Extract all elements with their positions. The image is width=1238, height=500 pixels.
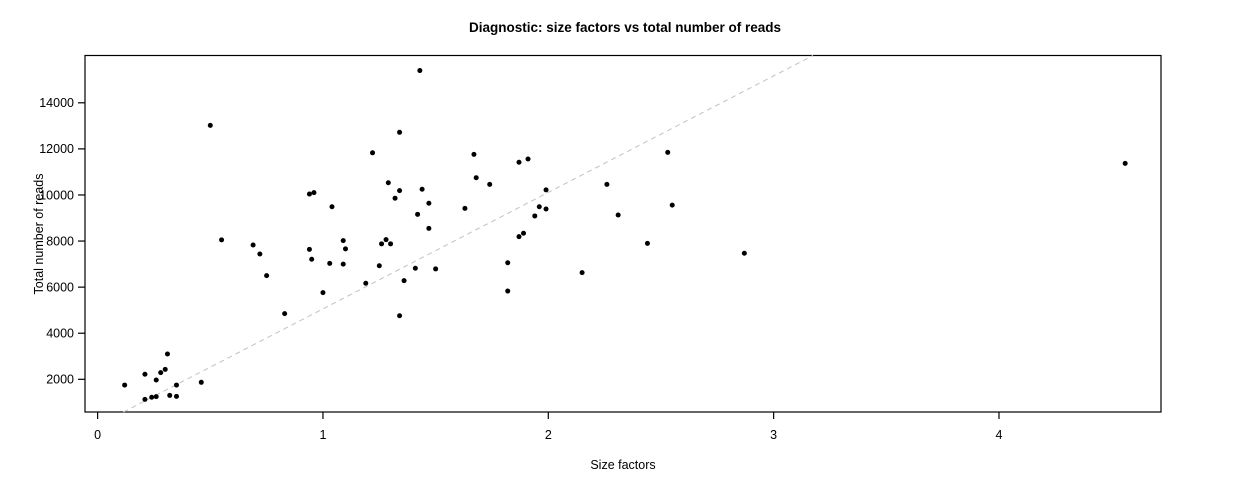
data-point bbox=[207, 122, 213, 128]
x-tick-label: 4 bbox=[996, 428, 1003, 442]
data-point bbox=[525, 156, 531, 162]
data-point bbox=[543, 206, 549, 212]
data-point bbox=[340, 261, 346, 267]
data-point bbox=[536, 204, 542, 210]
data-point bbox=[376, 263, 382, 269]
y-tick-label: 6000 bbox=[46, 280, 74, 294]
data-point bbox=[433, 266, 439, 272]
data-point bbox=[340, 238, 346, 244]
data-point bbox=[327, 260, 333, 266]
x-tick-label: 1 bbox=[319, 428, 326, 442]
data-point bbox=[462, 205, 468, 211]
data-point bbox=[385, 180, 391, 186]
data-point bbox=[505, 288, 511, 294]
data-point bbox=[162, 366, 168, 372]
y-tick-label: 10000 bbox=[39, 188, 74, 202]
data-point bbox=[415, 211, 421, 217]
data-point bbox=[1122, 160, 1128, 166]
data-point bbox=[521, 230, 527, 236]
data-point bbox=[579, 270, 585, 276]
data-point bbox=[426, 225, 432, 231]
data-point bbox=[363, 280, 369, 286]
data-point bbox=[419, 186, 425, 192]
data-point bbox=[417, 68, 423, 74]
data-point bbox=[516, 159, 522, 165]
data-point bbox=[397, 188, 403, 194]
data-point bbox=[142, 396, 148, 402]
data-point bbox=[516, 234, 522, 240]
data-point bbox=[379, 241, 385, 247]
data-point bbox=[329, 204, 335, 210]
data-point bbox=[741, 250, 747, 256]
identity-reference-line bbox=[123, 55, 814, 413]
chart-title: Diagnostic: size factors vs total number… bbox=[468, 20, 782, 35]
y-tick-label: 4000 bbox=[46, 327, 74, 341]
data-point bbox=[306, 246, 312, 252]
data-point bbox=[370, 150, 376, 156]
data-point bbox=[471, 151, 477, 157]
x-tick-label: 3 bbox=[770, 428, 777, 442]
data-point bbox=[644, 240, 650, 246]
data-point bbox=[306, 191, 312, 197]
data-point bbox=[142, 371, 148, 377]
data-point bbox=[604, 181, 610, 187]
data-point bbox=[158, 370, 164, 376]
y-tick-label: 2000 bbox=[46, 373, 74, 387]
data-point bbox=[153, 394, 159, 400]
x-tick-label: 0 bbox=[94, 428, 101, 442]
y-axis-label: Total number of reads bbox=[32, 173, 46, 295]
data-point bbox=[392, 195, 398, 201]
data-point bbox=[173, 382, 179, 388]
data-point bbox=[219, 237, 225, 243]
data-point bbox=[342, 246, 348, 252]
x-axis-label: Size factors bbox=[590, 458, 656, 472]
data-point bbox=[122, 382, 128, 388]
y-tick-label: 8000 bbox=[46, 234, 74, 248]
data-point bbox=[388, 241, 394, 247]
data-point bbox=[412, 265, 418, 271]
data-point bbox=[665, 149, 671, 155]
data-point bbox=[397, 313, 403, 319]
data-point bbox=[264, 273, 270, 279]
data-point bbox=[173, 393, 179, 399]
data-point bbox=[309, 256, 315, 262]
data-point bbox=[320, 290, 326, 296]
y-tick-label: 12000 bbox=[39, 142, 74, 156]
data-point bbox=[487, 181, 493, 187]
data-point bbox=[401, 278, 407, 284]
plot-border bbox=[84, 54, 1162, 413]
data-point bbox=[426, 200, 432, 206]
data-point bbox=[153, 377, 159, 383]
data-point bbox=[532, 213, 538, 219]
data-point bbox=[257, 251, 263, 257]
data-point bbox=[383, 237, 389, 243]
data-point bbox=[149, 394, 155, 400]
data-point bbox=[198, 379, 204, 385]
data-point bbox=[167, 392, 173, 398]
data-point bbox=[164, 351, 170, 357]
data-point bbox=[473, 175, 479, 181]
data-point bbox=[669, 202, 675, 208]
data-point bbox=[397, 129, 403, 135]
data-point bbox=[615, 212, 621, 218]
x-tick-label: 2 bbox=[545, 428, 552, 442]
data-point bbox=[311, 190, 317, 196]
data-point bbox=[543, 187, 549, 193]
data-point bbox=[505, 260, 511, 266]
y-tick-label: 14000 bbox=[39, 96, 74, 110]
data-point bbox=[282, 311, 288, 317]
data-point bbox=[250, 242, 256, 248]
